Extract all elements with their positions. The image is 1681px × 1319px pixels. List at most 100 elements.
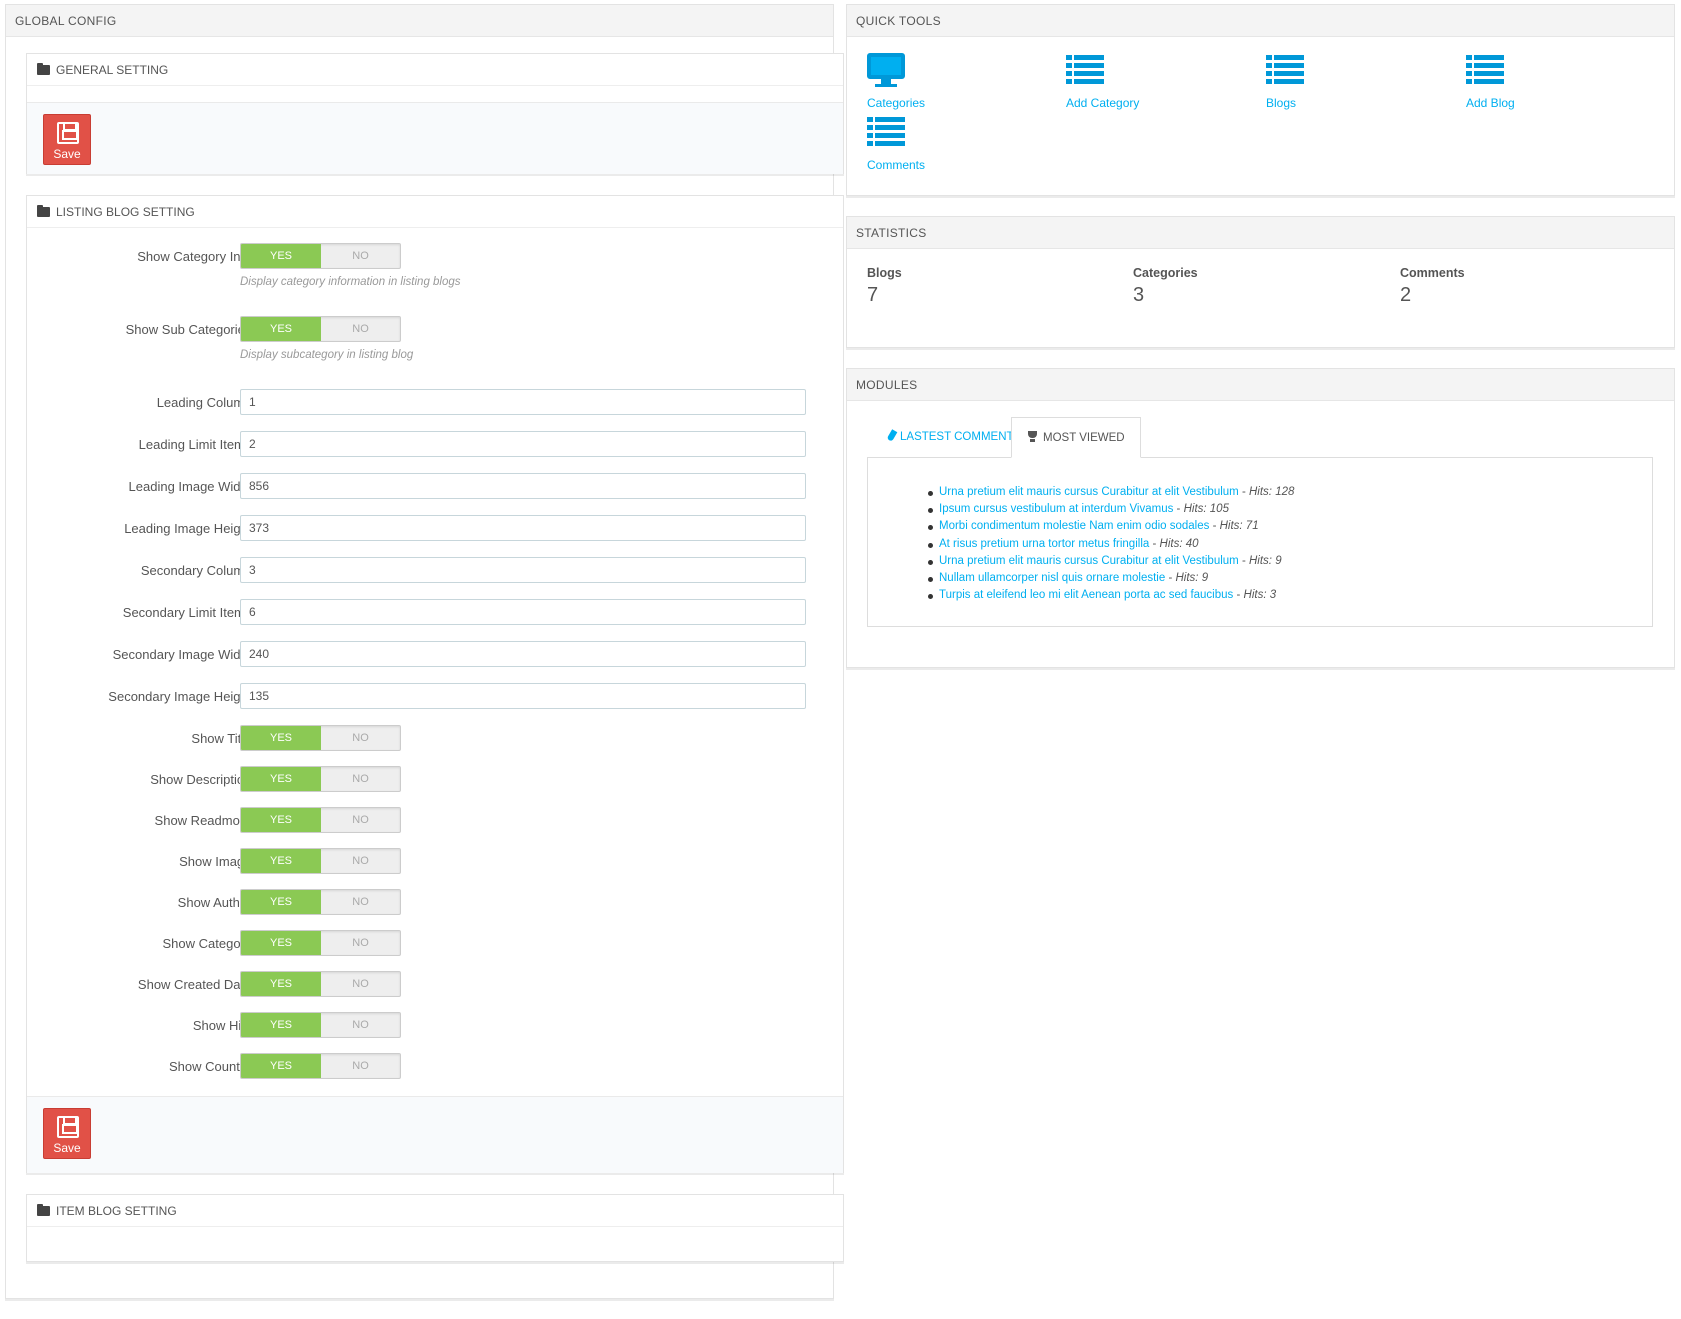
most-viewed-content: Urna pretium elit mauris cursus Curabitu… xyxy=(867,457,1653,627)
leading-limit-items-input[interactable]: 2 xyxy=(240,431,806,457)
blog-link[interactable]: At risus pretium urna tortor metus fring… xyxy=(939,537,1150,550)
hits-count: Hits: 40 xyxy=(1159,537,1199,550)
tab-most-viewed[interactable]: MOST VIEWED xyxy=(1011,417,1141,458)
blog-link[interactable]: Ipsum cursus vestibulum at interdum Viva… xyxy=(939,503,1174,516)
quick-tool-label: Comments xyxy=(867,158,926,172)
list-item: Ipsum cursus vestibulum at interdum Viva… xyxy=(926,501,1294,518)
show-sub-categories-help: Display subcategory in listing blog xyxy=(240,349,414,361)
save-icon xyxy=(57,1116,79,1138)
leading-image-width-input[interactable]: 856 xyxy=(240,473,806,499)
toggle-no[interactable]: NO xyxy=(352,814,369,826)
show-counter-toggle[interactable]: YES NO xyxy=(240,1053,401,1079)
blog-link[interactable]: Morbi condimentum molestie Nam enim odio… xyxy=(939,520,1210,533)
list-item: Nullam ullamcorper nisl quis ornare mole… xyxy=(926,570,1294,587)
toggle-yes[interactable]: YES xyxy=(241,767,321,791)
quick-tools-panel: QUICK TOOLS Categories Add Category Blog… xyxy=(846,4,1675,196)
save-icon xyxy=(57,122,79,144)
show-readmore-toggle[interactable]: YES NO xyxy=(240,807,401,833)
toggle-yes[interactable]: YES xyxy=(241,726,321,750)
blog-link[interactable]: Urna pretium elit mauris cursus Curabitu… xyxy=(939,486,1239,498)
blog-link[interactable]: Urna pretium elit mauris cursus Curabitu… xyxy=(939,554,1239,567)
save-button-label: Save xyxy=(53,147,81,161)
tab-label: MOST VIEWED xyxy=(1043,432,1125,444)
list-item: Turpis at eleifend leo mi elit Aenean po… xyxy=(926,587,1294,604)
save-button[interactable]: Save xyxy=(43,1108,91,1159)
toggle-no[interactable]: NO xyxy=(352,323,369,335)
leading-limit-items-label: Leading Limit Items: xyxy=(138,437,255,452)
show-image-toggle[interactable]: YES NO xyxy=(240,848,401,874)
toggle-yes[interactable]: YES xyxy=(241,931,321,955)
toggle-yes[interactable]: YES xyxy=(241,972,321,996)
quick-tool-label: Add Blog xyxy=(1466,96,1515,110)
show-image-row: Show Image: YES NO xyxy=(27,848,845,875)
toggle-no[interactable]: NO xyxy=(352,250,369,262)
show-author-label: Show Author: xyxy=(177,895,255,910)
toggle-yes[interactable]: YES xyxy=(241,890,321,914)
toggle-yes[interactable]: YES xyxy=(241,849,321,873)
toggle-no[interactable]: NO xyxy=(352,855,369,867)
list-item: Morbi condimentum molestie Nam enim odio… xyxy=(926,518,1294,535)
show-sub-categories-toggle[interactable]: YES NO xyxy=(240,316,401,342)
show-author-row: Show Author: YES NO xyxy=(27,889,845,916)
trophy-icon xyxy=(1027,431,1038,442)
stat-blogs: Blogs 7 xyxy=(867,266,902,307)
show-readmore-row: Show Readmore: YES NO xyxy=(27,807,845,834)
listing-blog-setting-title: LISTING BLOG SETTING xyxy=(56,204,195,219)
secondary-column-input[interactable]: 3 xyxy=(240,557,806,583)
secondary-image-width-input[interactable]: 240 xyxy=(240,641,806,667)
show-hits-toggle[interactable]: YES NO xyxy=(240,1012,401,1038)
toggle-yes[interactable]: YES xyxy=(241,1054,321,1078)
show-description-toggle[interactable]: YES NO xyxy=(240,766,401,792)
secondary-image-height-input[interactable]: 135 xyxy=(240,683,806,709)
general-setting-footer: Save xyxy=(27,102,843,174)
show-created-date-toggle[interactable]: YES NO xyxy=(240,971,401,997)
listing-blog-setting-section: LISTING BLOG SETTING Show Category Info:… xyxy=(26,195,844,1173)
statistics-panel: STATISTICS Blogs 7 Categories 3 Comments… xyxy=(846,216,1675,348)
leading-image-height-input[interactable]: 373 xyxy=(240,515,806,541)
leading-column-label: Leading Column: xyxy=(156,395,255,410)
save-button[interactable]: Save xyxy=(43,114,91,165)
toggle-no[interactable]: NO xyxy=(352,896,369,908)
secondary-image-height-label: Secondary Image Height: xyxy=(108,689,255,704)
list-icon xyxy=(1466,53,1504,84)
show-category-info-toggle[interactable]: YES NO xyxy=(240,243,401,269)
toggle-no[interactable]: NO xyxy=(352,978,369,990)
show-category-info-row: Show Category Info: YES NO xyxy=(27,243,845,270)
quick-tool-label: Categories xyxy=(867,96,926,110)
quick-tools-title: QUICK TOOLS xyxy=(847,5,1674,37)
stat-comments: Comments 2 xyxy=(1400,266,1465,307)
quick-tool-label: Add Category xyxy=(1066,96,1140,110)
toggle-no[interactable]: NO xyxy=(352,773,369,785)
show-hits-label: Show Hits: xyxy=(192,1018,255,1033)
stat-value: 3 xyxy=(1133,284,1145,306)
show-category-toggle[interactable]: YES NO xyxy=(240,930,401,956)
show-hits-row: Show Hits: YES NO xyxy=(27,1012,845,1039)
toggle-no[interactable]: NO xyxy=(352,732,369,744)
most-viewed-list: Urna pretium elit mauris cursus Curabitu… xyxy=(926,484,1294,604)
toggle-yes[interactable]: YES xyxy=(241,808,321,832)
secondary-image-height-row: Secondary Image Height: 135 xyxy=(27,683,845,710)
show-title-row: Show Title: YES NO xyxy=(27,725,845,752)
show-title-toggle[interactable]: YES NO xyxy=(240,725,401,751)
show-category-row: Show Category: YES NO xyxy=(27,930,845,957)
blog-link[interactable]: Turpis at eleifend leo mi elit Aenean po… xyxy=(939,589,1234,602)
toggle-no[interactable]: NO xyxy=(352,1019,369,1031)
secondary-limit-items-label: Secondary Limit Items: xyxy=(122,605,255,620)
tab-lastest-comments[interactable]: LASTEST COMMENTS xyxy=(874,417,1036,458)
toggle-yes[interactable]: YES xyxy=(241,1013,321,1037)
tab-label: LASTEST COMMENTS xyxy=(900,431,1022,443)
item-blog-setting-section: ITEM BLOG SETTING xyxy=(26,1194,844,1262)
global-config-panel: GLOBAL CONFIG GENERAL SETTING Save LISTI… xyxy=(5,4,844,1299)
secondary-limit-items-input[interactable]: 6 xyxy=(240,599,806,625)
toggle-yes[interactable]: YES xyxy=(241,244,321,268)
show-description-row: Show Description: YES NO xyxy=(27,766,845,793)
toggle-yes[interactable]: YES xyxy=(241,317,321,341)
stat-label: Categories xyxy=(1133,266,1198,280)
hits-count: Hits: 105 xyxy=(1183,503,1229,516)
leading-column-input[interactable]: 1 xyxy=(240,389,806,415)
secondary-image-width-label: Secondary Image Width: xyxy=(112,647,255,662)
blog-link[interactable]: Nullam ullamcorper nisl quis ornare mole… xyxy=(939,571,1166,584)
toggle-no[interactable]: NO xyxy=(352,937,369,949)
show-author-toggle[interactable]: YES NO xyxy=(240,889,401,915)
toggle-no[interactable]: NO xyxy=(352,1060,369,1072)
